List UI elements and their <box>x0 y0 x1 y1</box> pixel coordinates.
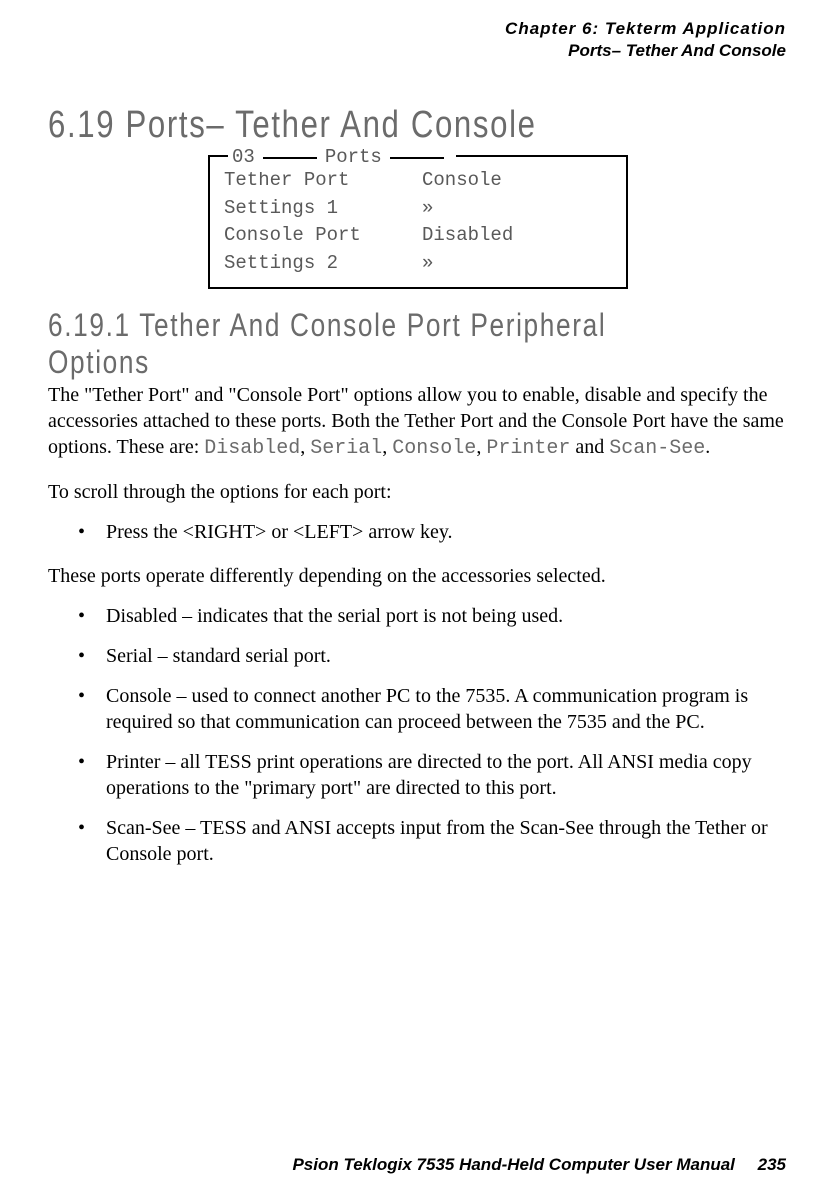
diagram-word: Ports <box>325 144 382 172</box>
heading-6-19-1: 6.19.1 Tether And Console Port Periphera… <box>48 307 653 381</box>
para1-text-c: . <box>705 436 710 458</box>
diagram-row: Settings 1 » <box>224 195 612 223</box>
mono-serial: Serial <box>310 437 382 460</box>
bullet-list-2: Disabled – indicates that the serial por… <box>48 603 786 867</box>
row-label: Settings 2 <box>224 250 422 278</box>
title-rule-left <box>263 157 317 159</box>
title-rule-right <box>390 157 444 159</box>
footer-text: Psion Teklogix 7535 Hand-Held Computer U… <box>292 1155 734 1174</box>
page-footer: Psion Teklogix 7535 Hand-Held Computer U… <box>292 1155 786 1175</box>
list-item: Console – used to connect another PC to … <box>48 683 786 735</box>
list-item: Disabled – indicates that the serial por… <box>48 603 786 629</box>
bullet-list-1: Press the <RIGHT> or <LEFT> arrow key. <box>48 519 786 545</box>
section-label: Ports– Tether And Console <box>48 40 786 62</box>
list-item: Printer – all TESS print operations are … <box>48 749 786 801</box>
mono-scansee: Scan-See <box>609 437 705 460</box>
sep: , <box>476 436 486 458</box>
diagram-number: 03 <box>232 144 255 172</box>
list-item: Press the <RIGHT> or <LEFT> arrow key. <box>48 519 786 545</box>
paragraph-2: To scroll through the options for each p… <box>48 479 786 505</box>
row-label: Settings 1 <box>224 195 422 223</box>
diagram-title: 03 Ports <box>228 144 456 172</box>
row-value: » <box>422 250 433 278</box>
mono-printer: Printer <box>486 437 570 460</box>
page-header: Chapter 6: Tekterm Application Ports– Te… <box>48 18 786 62</box>
mono-console: Console <box>392 437 476 460</box>
page-number: 235 <box>758 1155 786 1174</box>
chapter-label: Chapter 6: Tekterm Application <box>48 18 786 40</box>
mono-disabled: Disabled <box>204 437 300 460</box>
row-value: » <box>422 195 433 223</box>
diagram-row: Console Port Disabled <box>224 222 612 250</box>
list-item: Scan-See – TESS and ANSI accepts input f… <box>48 815 786 867</box>
sep: , <box>300 436 310 458</box>
ports-diagram: 03 Ports Tether Port Console Settings 1 … <box>208 155 628 289</box>
para1-text-b: and <box>570 436 609 458</box>
list-item: Serial – standard serial port. <box>48 643 786 669</box>
sep: , <box>382 436 392 458</box>
paragraph-3: These ports operate differently dependin… <box>48 563 786 589</box>
heading-6-19: 6.19 Ports– Tether And Console <box>48 104 653 147</box>
row-value: Disabled <box>422 222 513 250</box>
row-label: Console Port <box>224 222 422 250</box>
paragraph-1: The "Tether Port" and "Console Port" opt… <box>48 383 786 461</box>
diagram-row: Settings 2 » <box>224 250 612 278</box>
